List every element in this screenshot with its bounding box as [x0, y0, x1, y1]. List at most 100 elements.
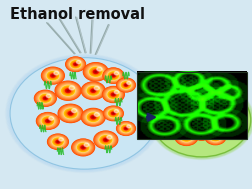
Circle shape: [95, 71, 97, 73]
Circle shape: [47, 120, 49, 122]
Circle shape: [172, 102, 196, 119]
Circle shape: [94, 131, 117, 149]
Circle shape: [107, 109, 120, 118]
Circle shape: [188, 92, 215, 112]
Circle shape: [199, 100, 204, 104]
Circle shape: [228, 112, 236, 119]
Circle shape: [110, 111, 117, 116]
Circle shape: [228, 126, 236, 133]
Circle shape: [39, 94, 51, 103]
Circle shape: [88, 87, 98, 94]
Circle shape: [181, 109, 186, 112]
Circle shape: [109, 110, 118, 117]
Circle shape: [197, 99, 206, 105]
Circle shape: [171, 130, 172, 131]
Circle shape: [79, 145, 87, 150]
Circle shape: [118, 79, 134, 91]
Circle shape: [105, 88, 122, 101]
Circle shape: [181, 108, 187, 113]
Circle shape: [113, 94, 114, 95]
Circle shape: [198, 99, 205, 105]
Circle shape: [215, 122, 218, 124]
Circle shape: [165, 110, 178, 120]
Circle shape: [88, 66, 104, 78]
Circle shape: [85, 111, 101, 123]
Circle shape: [85, 85, 101, 97]
Circle shape: [58, 83, 78, 98]
Circle shape: [174, 103, 194, 118]
Circle shape: [94, 86, 99, 90]
Circle shape: [184, 136, 188, 139]
Circle shape: [208, 117, 224, 129]
Circle shape: [227, 112, 237, 119]
Circle shape: [201, 101, 202, 103]
Circle shape: [89, 87, 98, 94]
Circle shape: [117, 78, 135, 92]
Circle shape: [83, 109, 104, 125]
Circle shape: [111, 92, 116, 97]
Circle shape: [125, 84, 127, 86]
Circle shape: [105, 107, 122, 120]
Circle shape: [57, 83, 79, 99]
Circle shape: [163, 124, 180, 137]
Circle shape: [60, 105, 81, 121]
Circle shape: [54, 139, 61, 144]
Circle shape: [183, 135, 190, 139]
Circle shape: [66, 57, 85, 71]
Circle shape: [121, 82, 131, 88]
Circle shape: [34, 90, 56, 107]
Circle shape: [68, 111, 74, 116]
Circle shape: [195, 128, 208, 138]
Circle shape: [93, 90, 94, 91]
Circle shape: [66, 89, 70, 92]
Circle shape: [95, 132, 116, 148]
Circle shape: [67, 90, 70, 92]
Circle shape: [76, 60, 81, 64]
Circle shape: [42, 67, 64, 84]
Circle shape: [183, 110, 185, 111]
Circle shape: [121, 125, 131, 132]
Circle shape: [224, 109, 240, 122]
Circle shape: [116, 78, 136, 92]
Circle shape: [165, 125, 178, 135]
Circle shape: [171, 115, 172, 116]
Circle shape: [94, 131, 118, 149]
Circle shape: [35, 90, 56, 106]
Circle shape: [183, 134, 190, 140]
Circle shape: [177, 130, 196, 144]
Circle shape: [214, 136, 217, 138]
Circle shape: [103, 68, 123, 83]
Circle shape: [50, 136, 66, 148]
Circle shape: [179, 122, 184, 126]
Circle shape: [93, 117, 94, 118]
Circle shape: [199, 100, 205, 104]
Circle shape: [37, 113, 58, 129]
Circle shape: [107, 90, 120, 99]
Circle shape: [101, 136, 110, 143]
Circle shape: [7, 55, 162, 171]
Circle shape: [104, 87, 123, 102]
Circle shape: [49, 73, 57, 78]
Circle shape: [225, 124, 239, 135]
Circle shape: [98, 134, 114, 146]
Circle shape: [89, 114, 97, 120]
Circle shape: [163, 109, 179, 121]
Circle shape: [163, 124, 179, 136]
Circle shape: [106, 89, 120, 100]
Circle shape: [176, 120, 187, 128]
Circle shape: [200, 132, 203, 134]
Circle shape: [206, 116, 226, 131]
Circle shape: [121, 125, 131, 132]
Circle shape: [210, 119, 222, 128]
Circle shape: [152, 83, 251, 157]
Circle shape: [42, 95, 49, 101]
Circle shape: [212, 120, 220, 126]
Circle shape: [45, 69, 61, 82]
Circle shape: [49, 117, 54, 120]
Circle shape: [70, 113, 72, 114]
Circle shape: [89, 67, 102, 77]
Circle shape: [55, 140, 61, 144]
Circle shape: [229, 127, 235, 132]
Circle shape: [177, 120, 186, 127]
Circle shape: [65, 56, 86, 72]
